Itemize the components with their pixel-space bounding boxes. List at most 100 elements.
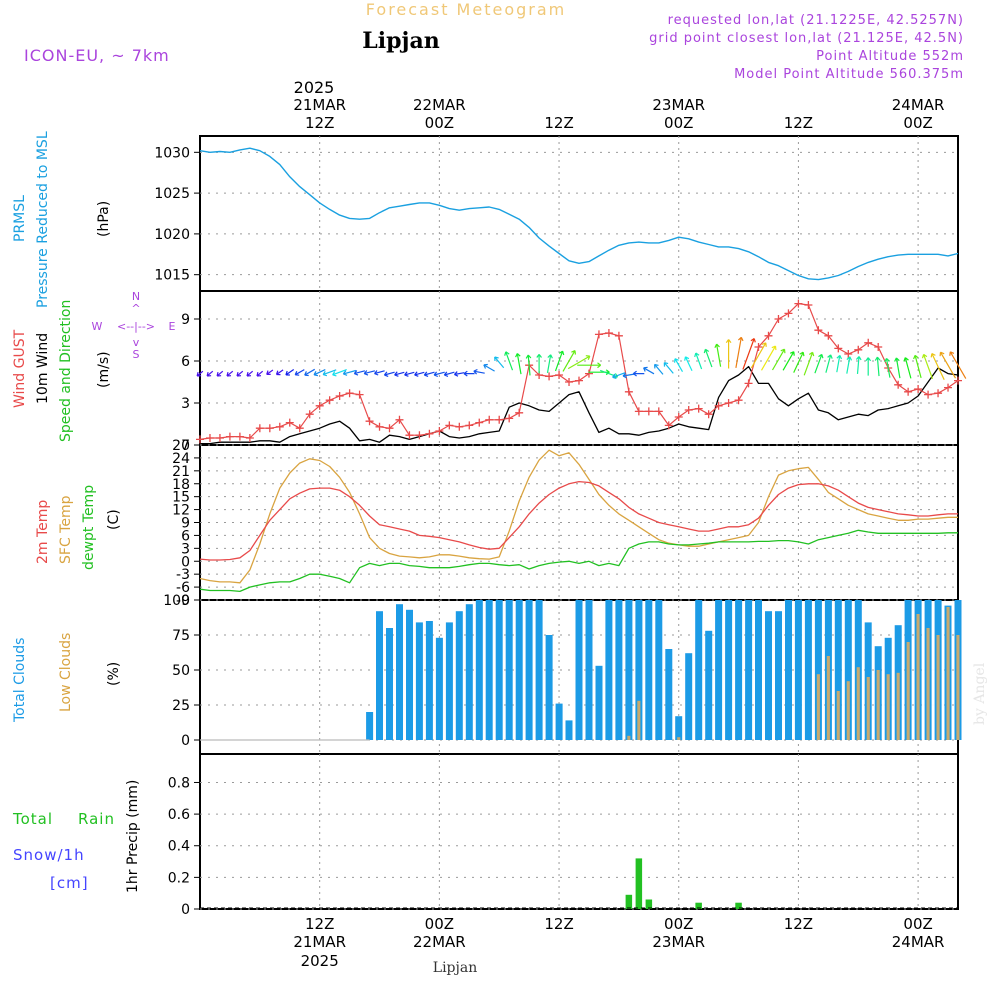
gust-marker [385,424,394,433]
temp-label-sfc: SFC Temp [58,495,74,564]
compass-arrow-s: v [133,336,140,349]
gust-marker [774,315,783,323]
total-cloud-bar [745,600,753,740]
wind-direction-arrow [703,348,713,368]
gust-marker [814,326,823,335]
temp-ytick-label: 6 [181,528,190,544]
wind-label-speed-dir: Speed and Direction [58,300,74,442]
wind-direction-arrow [226,370,234,377]
gust-marker [285,418,294,427]
rain-bar [625,894,633,909]
temp2m-line [199,480,958,561]
dewpoint-line [199,529,958,593]
precip-ytick-label: 0 [181,902,190,918]
gust-marker [495,415,504,424]
total-cloud-bar [844,600,852,740]
gust-marker [584,369,593,378]
compass-n: N [132,290,140,303]
wind-direction-arrow [383,371,395,377]
gust-marker [215,434,224,442]
wind-direction-arrow [525,354,532,376]
gust-marker [924,390,933,399]
cloud-unit: (%) [106,662,122,686]
temp-label-2m: 2m Temp [35,500,51,564]
wind-direction-arrow [374,370,385,376]
wind-direction-arrow [554,350,565,372]
wind-direction-arrow [275,369,284,376]
wind-labels: Wind GUST 10m Wind Speed and Direction (… [12,290,176,442]
low-cloud-bar [627,735,631,740]
point-altitude: Point Altitude 552m [816,49,964,64]
total-cloud-bar [794,600,802,740]
wind-direction-arrow [256,370,264,377]
temp-ytick-label: -6 [176,580,190,596]
bottom-location-label: Lipjan [433,960,477,976]
total-cloud-bar [485,600,493,740]
wind-direction-arrow [196,370,204,377]
wind-direction-arrow [884,357,891,378]
gust-marker [634,407,643,416]
wind-direction-arrow [394,371,405,377]
total-cloud-bar [804,600,812,740]
total-cloud-bar [425,621,433,740]
gust-marker [854,345,863,354]
precip-label-rain: Rain [78,810,115,828]
wind-direction-arrow [632,370,645,377]
gust-marker [545,372,554,381]
top-axis-date: 21MAR [293,96,346,114]
wind-direction-arrow [865,357,872,376]
bottom-axis-year: 2025 [301,952,339,970]
bottom-axis-hour: 00Z [903,915,932,933]
low-cloud-bar [846,681,850,740]
gust-marker [844,350,853,358]
cloud-ytick-label: 0 [181,733,190,749]
wind-direction-arrow [443,371,455,377]
wind-direction-arrow [921,353,934,380]
total-cloud-bar [575,600,583,740]
top-axis-date: 22MAR [413,96,466,114]
total-cloud-bar [585,600,593,740]
temp-ytick-label: 24 [172,451,190,467]
gust-marker [225,432,234,441]
wind-direction-arrow [562,350,576,372]
gust-marker [834,344,843,353]
wind-direction-arrow [423,371,435,377]
low-cloud-bar [876,670,880,740]
gust-marker [325,396,334,405]
top-axis-hour: 12Z [784,114,813,132]
gust-marker [714,401,723,410]
low-cloud-bar [916,614,920,740]
wind-direction-arrow [855,356,862,374]
wind-unit: (m/s) [96,351,112,388]
total-cloud-bar [814,600,822,740]
low-cloud-bar [816,674,820,740]
gust-marker [724,399,733,407]
total-cloud-bar [435,637,443,740]
gust-marker [205,434,214,442]
pressure-labels: PRMSL Pressure Reduced to MSL (hPa) [12,131,112,308]
wind-direction-arrow [216,370,224,377]
total-cloud-bar [545,635,553,740]
wind-ytick-label: 3 [181,396,190,412]
total-cloud-bar [366,712,374,740]
chart-title: Forecast Meteogram [366,0,566,19]
gust-marker [644,407,653,416]
pressure-ytick-label: 1015 [154,268,190,284]
wind-direction-arrow [266,369,274,375]
wind-speed-line [200,365,959,445]
wind-direction-arrow [463,370,475,377]
total-cloud-bar [775,611,782,740]
wind-ytick-label: 9 [181,312,190,328]
gust-marker [654,407,663,416]
total-cloud-bar [735,600,743,740]
total-cloud-bar [415,622,423,740]
total-cloud-bar [725,600,733,740]
top-axis-hour: 12Z [305,114,334,132]
gust-marker [744,379,753,388]
total-cloud-bar [685,653,693,740]
wind-direction-arrow [939,351,957,379]
temp-ytick-label: -9 [176,593,190,609]
wind-direction-arrow [363,370,376,376]
gust-marker [594,330,603,339]
